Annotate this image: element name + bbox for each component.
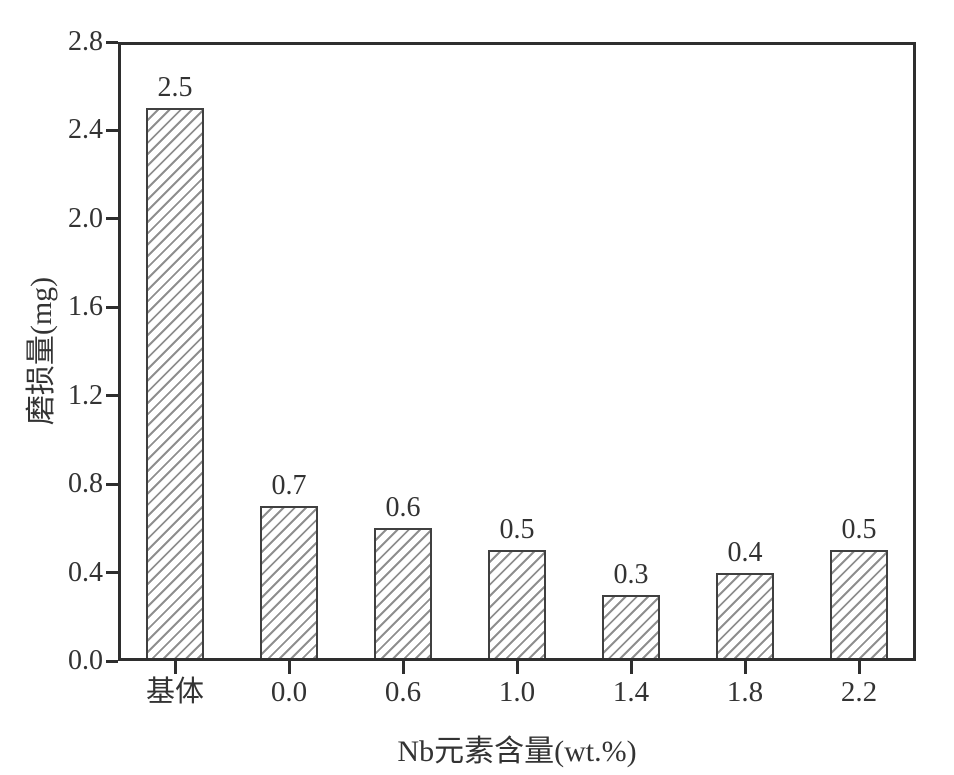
y-tick-label: 2.4: [68, 114, 103, 146]
bar-value-label: 0.6: [385, 492, 421, 524]
bar-0.0: [260, 506, 318, 661]
y-tick-label: 0.4: [68, 556, 103, 588]
x-tick-label: 0.0: [270, 676, 308, 708]
y-tick-label: 0.0: [68, 645, 103, 676]
bar-1.8: [716, 572, 774, 661]
y-tick-label: 0.8: [68, 468, 103, 500]
y-tick-mark: [106, 305, 118, 309]
bar-value-label: 2.5: [157, 72, 193, 104]
bar-0.6: [374, 528, 432, 661]
x-tick-label: 1.8: [726, 676, 764, 708]
x-tick-mark: [173, 661, 177, 674]
y-tick-label: 2.8: [68, 26, 103, 57]
y-tick-mark: [106, 659, 118, 663]
x-tick-label: 2.2: [840, 676, 878, 708]
y-tick-label: 1.6: [68, 291, 103, 323]
y-tick-mark: [106, 482, 118, 486]
y-tick-mark: [106, 394, 118, 398]
x-tick-mark: [857, 661, 861, 674]
x-tick-mark: [401, 661, 405, 674]
bar-1.0: [488, 550, 546, 661]
x-tick-label: 1.0: [498, 676, 536, 708]
bar-value-label: 0.4: [727, 536, 763, 568]
x-tick-mark: [629, 661, 633, 674]
x-tick-label: 基体: [145, 676, 204, 708]
x-tick-mark: [287, 661, 291, 674]
bar-value-label: 0.5: [499, 514, 535, 546]
y-tick-mark: [106, 217, 118, 221]
x-tick-label: 0.6: [384, 676, 422, 708]
bar-value-label: 0.5: [841, 514, 877, 546]
x-tick-label: 1.4: [612, 676, 650, 708]
x-tick-mark: [743, 661, 747, 674]
y-tick-mark: [106, 40, 118, 44]
bar-value-label: 0.7: [271, 470, 307, 502]
y-tick-label: 2.0: [68, 202, 103, 234]
y-tick-mark: [106, 128, 118, 132]
y-tick-mark: [106, 571, 118, 575]
y-tick-label: 1.2: [68, 379, 103, 411]
bar-1.4: [602, 594, 660, 661]
x-tick-mark: [515, 661, 519, 674]
bar-基体: [146, 108, 204, 661]
bar-2.2: [830, 550, 888, 661]
x-axis-title: Nb元素含量(wt.%): [397, 735, 637, 768]
bar-value-label: 0.3: [613, 558, 649, 590]
